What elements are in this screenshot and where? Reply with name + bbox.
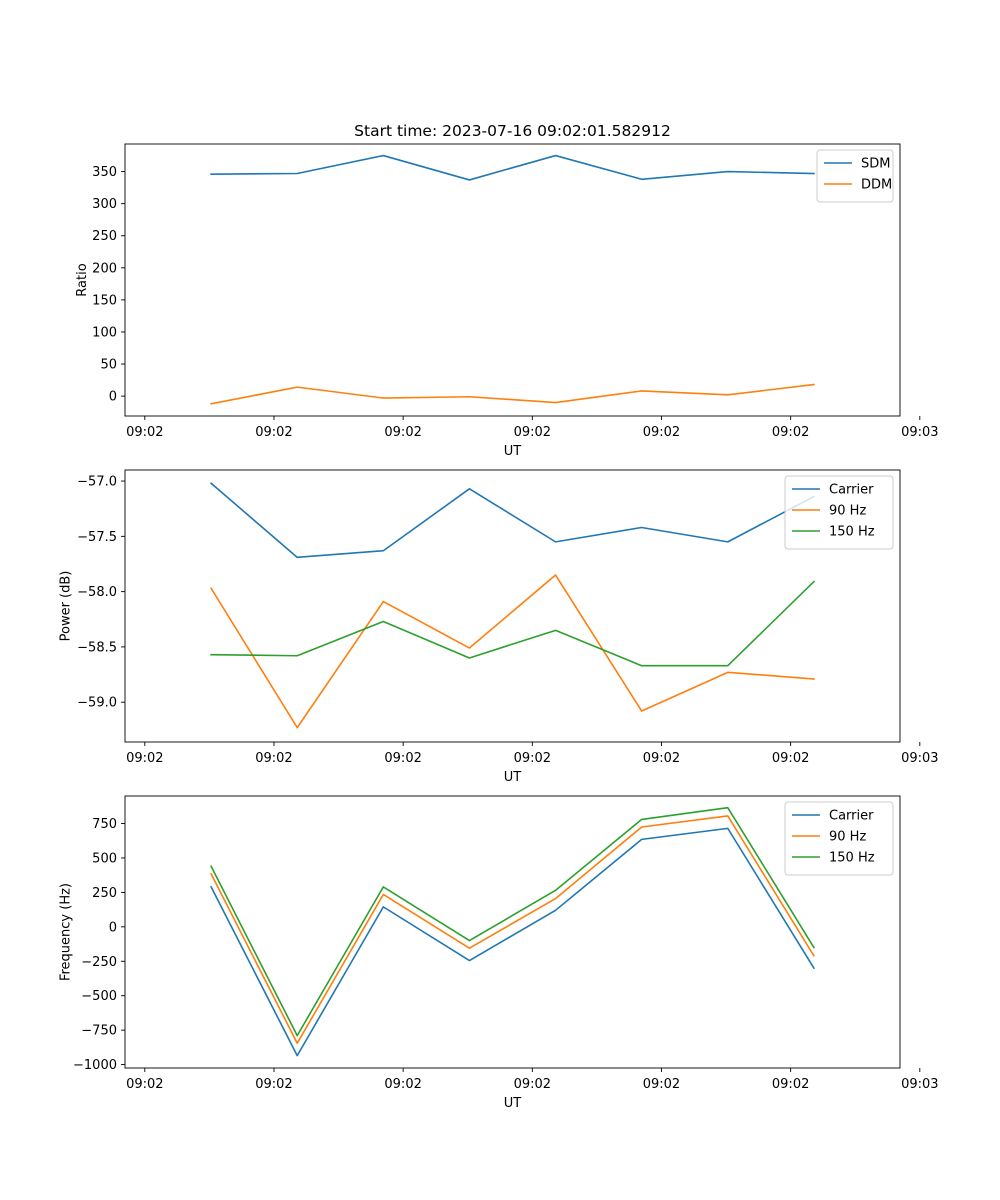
series-line-90-hz (210, 815, 815, 1045)
legend-label: 150 Hz (829, 525, 875, 540)
series-line-sdm (210, 154, 815, 181)
series-line-carrier (209, 482, 815, 559)
legend-label: Carrier (829, 809, 874, 824)
y-tick-label: −250 (81, 955, 117, 970)
series-line-150-hz (210, 580, 816, 667)
x-tick-label: 09:02 (384, 751, 421, 766)
y-tick-label: −750 (81, 1024, 117, 1039)
legend-label: Carrier (829, 483, 874, 498)
y-axis-label: Frequency (Hz) (59, 883, 74, 981)
x-tick-label: 09:02 (514, 425, 551, 440)
chart-panel-2: 09:02 09:02 09:02 09:02 09:02 09:02 09:03 −59.0… (59, 469, 939, 785)
y-tick-label: 100 (92, 325, 117, 340)
series-line-ddm (210, 383, 815, 405)
x-tick-label: 09:02 (384, 1077, 421, 1092)
chart-panel-1: 09:02 09:02 09:02 09:02 09:02 09:02 09:03 0 50 10… (75, 143, 939, 459)
axes-frame (124, 143, 901, 417)
figure-title: Start time: 2023-07-16 09:02:01.582912 (354, 122, 671, 140)
x-tick-label: 09:02 (643, 751, 680, 766)
y-tick-label: 350 (92, 165, 117, 180)
legend-label: 90 Hz (829, 830, 866, 845)
axes-frame (124, 469, 901, 743)
legend-label: 150 Hz (829, 851, 875, 866)
y-tick-label: −1000 (73, 1058, 117, 1073)
y-tick-label: −59.0 (77, 696, 117, 711)
y-tick-label: 150 (92, 293, 117, 308)
y-axis-label: Power (dB) (59, 571, 74, 642)
y-tick-label: 0 (109, 920, 117, 935)
legend-label: DDM (861, 178, 892, 193)
y-tick-label: 500 (92, 851, 117, 866)
x-tick-label: 09:03 (901, 751, 938, 766)
legend: SDM DDM (816, 149, 894, 203)
y-tick-label: −58.5 (77, 640, 117, 655)
y-tick-label: −500 (81, 989, 117, 1004)
legend-label: 90 Hz (829, 504, 866, 519)
x-axis-label: UT (504, 444, 522, 459)
x-axis-label: UT (504, 770, 522, 785)
x-tick-label: 09:02 (255, 751, 292, 766)
series-line-carrier (210, 827, 815, 1057)
x-tick-label: 09:02 (126, 1077, 163, 1092)
legend-label: SDM (861, 157, 890, 172)
legend: Carrier 90 Hz 150 Hz (784, 801, 894, 876)
x-tick-label: 09:02 (772, 1077, 809, 1092)
series-line-150-hz (210, 806, 815, 1037)
axes-frame (124, 795, 901, 1069)
y-tick-label: 0 (109, 390, 117, 405)
y-tick-label: −57.5 (77, 530, 117, 545)
x-axis-label: UT (504, 1096, 522, 1111)
x-tick-label: 09:03 (901, 425, 938, 440)
y-tick-label: −58.0 (77, 585, 117, 600)
x-tick-label: 09:02 (772, 425, 809, 440)
x-tick-label: 09:02 (384, 425, 421, 440)
x-tick-label: 09:02 (643, 1077, 680, 1092)
x-tick-label: 09:02 (514, 1077, 551, 1092)
x-tick-label: 09:02 (126, 425, 163, 440)
x-tick-label: 09:02 (772, 751, 809, 766)
y-tick-label: 250 (92, 886, 117, 901)
x-tick-label: 09:02 (643, 425, 680, 440)
x-tick-label: 09:03 (901, 1077, 938, 1092)
y-tick-label: 200 (92, 261, 117, 276)
y-axis-label: Ratio (75, 263, 90, 296)
legend: Carrier 90 Hz 150 Hz (784, 475, 894, 550)
y-tick-label: 750 (92, 817, 117, 832)
x-tick-label: 09:02 (126, 751, 163, 766)
y-tick-label: −57.0 (77, 475, 117, 490)
chart-panel-3: 09:02 09:02 09:02 09:02 09:02 09:02 09:03 −1000… (59, 795, 939, 1111)
x-tick-label: 09:02 (255, 425, 292, 440)
x-tick-label: 09:02 (514, 751, 551, 766)
y-tick-label: 250 (92, 229, 117, 244)
series-line-90-hz (210, 574, 815, 729)
y-tick-label: 300 (92, 197, 117, 212)
y-tick-label: 50 (100, 358, 117, 373)
x-tick-label: 09:02 (255, 1077, 292, 1092)
